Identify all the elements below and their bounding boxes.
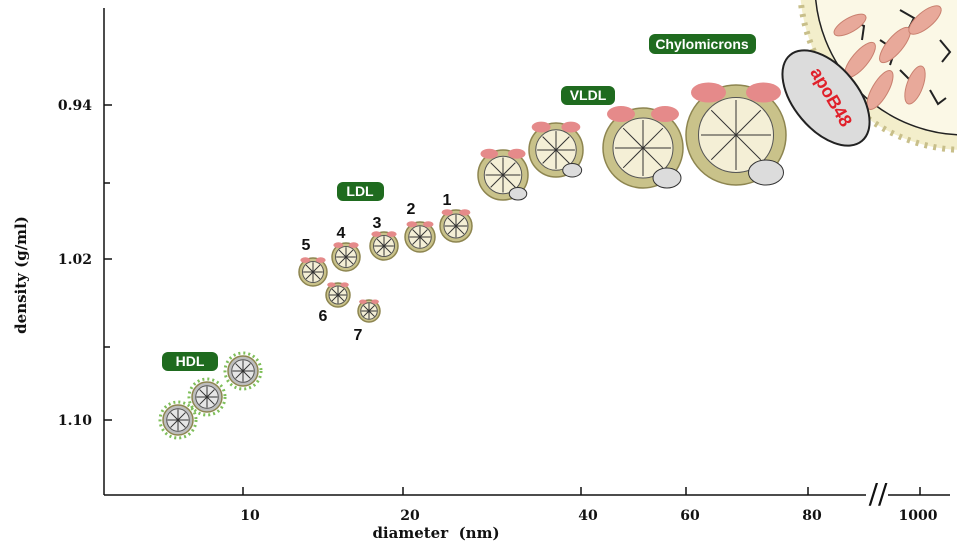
y-tick-label: 1.02 [58, 252, 92, 268]
lipoprotein-particle [325, 282, 351, 308]
lipoprotein-particle [477, 148, 529, 201]
x-axis-label: diameter (nm) [372, 524, 499, 542]
x-tick-label: 40 [578, 508, 598, 524]
axis-break: // [869, 477, 888, 510]
subclass-label: 7 [354, 327, 363, 344]
lipoprotein-particle [331, 242, 361, 272]
y-tick-label: 0.94 [58, 98, 92, 114]
lipoprotein-particle [357, 299, 381, 323]
y-tick-label: 1.10 [58, 413, 92, 429]
lipoprotein-particle [369, 231, 399, 261]
x-tick-label: 1000 [899, 508, 938, 524]
x-tick-label: 60 [680, 508, 700, 524]
subclass-labels: 1 2 3 4 5 6 7 [302, 192, 452, 344]
particles: apoB48 [158, 0, 957, 440]
lipoprotein-particle [223, 351, 263, 391]
class-labels: HDL LDL VLDL Chylomicrons [162, 34, 756, 371]
lipoprotein-particle [685, 82, 787, 186]
y-axis-label: density (g/ml) [12, 216, 30, 334]
class-label: LDL [346, 183, 374, 199]
lipoprotein-particle [158, 400, 198, 440]
subclass-label: 2 [407, 201, 416, 218]
subclass-label: 6 [319, 308, 328, 325]
x-tick-label: 20 [400, 508, 420, 524]
lipoprotein-particle [602, 106, 684, 189]
subclass-label: 1 [443, 192, 452, 209]
x-tick-label: 80 [802, 508, 822, 524]
chylomicron-detail: apoB48 [781, 0, 957, 153]
x-tick-label: 10 [240, 508, 260, 524]
subclass-label: 5 [302, 237, 311, 254]
subclass-label: 4 [337, 225, 346, 242]
class-label: HDL [176, 353, 205, 369]
lipoprotein-particle [187, 377, 227, 417]
class-label: Chylomicrons [655, 36, 749, 52]
lipoprotein-particle [298, 257, 328, 287]
lipoprotein-particle [439, 209, 473, 243]
lipoprotein-particle [528, 121, 584, 178]
subclass-label: 3 [373, 215, 382, 232]
lipoprotein-particle [404, 221, 436, 253]
class-label: VLDL [570, 87, 607, 103]
axes [103, 8, 950, 496]
